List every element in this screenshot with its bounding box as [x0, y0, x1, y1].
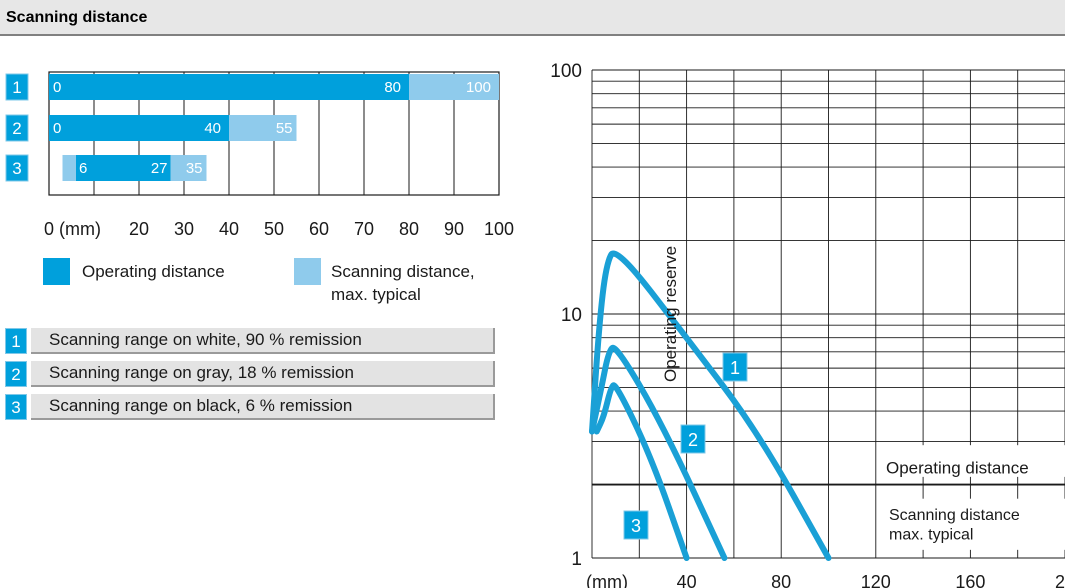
scanning-bar-2: [229, 115, 297, 141]
bar-tick-label: 50: [264, 219, 284, 239]
operating-bar-3: [76, 155, 171, 181]
legend-label-scanning-2: max. typical: [331, 285, 421, 304]
line-y-tick-label: 1: [571, 549, 582, 570]
line-y-tick-label: 100: [550, 61, 582, 82]
curve-badge-2: [680, 424, 706, 454]
curve-badge-1: [722, 352, 748, 382]
bar-badge-label-1: 1: [12, 78, 21, 97]
bar-tick-label: 60: [309, 219, 329, 239]
bar-value-label: 35: [186, 160, 203, 177]
bar-value-label: 27: [151, 160, 168, 177]
legend-swatch-scanning: [294, 258, 321, 285]
line-y-tick-label: 10: [561, 305, 582, 326]
range-badge-1: 1: [5, 328, 27, 354]
range-legend-row-3: 3 Scanning range on black, 6 % remission: [5, 394, 495, 420]
bar-badge-2: [5, 114, 29, 142]
bar-value-label: 0: [53, 79, 61, 96]
legend-label-operating: Operating distance: [82, 262, 225, 281]
bar-tick-label: 90: [444, 219, 464, 239]
range-legend-row-2: 2 Scanning range on gray, 18 % remission: [5, 361, 495, 387]
bar-value-label: 55: [276, 120, 293, 137]
threshold-lower-label-2: max. typical: [889, 526, 973, 543]
bar-value-label: 80: [384, 79, 401, 96]
scanning-bar-1: [409, 74, 499, 100]
curve-badge-label-1: 1: [730, 358, 740, 378]
curve-series-2: [589, 344, 728, 561]
bar-tick-label: 80: [399, 219, 419, 239]
bar-badge-3: [5, 154, 29, 182]
operating-bar-2: [49, 115, 229, 141]
curve-badge-3: [623, 510, 649, 540]
bar-value-label: 0: [53, 120, 61, 137]
bar-tick-label: 70: [354, 219, 374, 239]
line-x-tick-label: 120: [861, 572, 891, 588]
bar-tick-label: 100: [484, 219, 514, 239]
bar-value-label: 3: [53, 160, 61, 177]
line-x-tick-label: 80: [771, 572, 791, 588]
curve-series-1: [589, 250, 832, 561]
bar-tick-label: 40: [219, 219, 239, 239]
threshold-upper-label: Operating distance: [886, 458, 1029, 477]
bar-tick-label: 30: [174, 219, 194, 239]
operating-reserve-chart: Operating distance Scanning distance max. …: [550, 61, 1065, 588]
threshold-upper-label-bg: [885, 445, 1065, 477]
line-y-axis-label: Operating reserve: [661, 246, 680, 382]
range-badge-3: 3: [5, 394, 27, 420]
line-x-tick-label: (mm): [586, 572, 628, 588]
bar-tick-label: 0 (mm): [44, 219, 101, 239]
section-title: Scanning distance: [6, 9, 148, 26]
range-label-1: Scanning range on white, 90 % remission: [31, 328, 495, 354]
bar-value-label: 40: [204, 120, 221, 137]
range-badge-2: 2: [5, 361, 27, 387]
range-label-2: Scanning range on gray, 18 % remission: [31, 361, 495, 387]
bar-badge-1: [5, 73, 29, 101]
section-header: Scanning distance: [0, 0, 1065, 36]
curve-badge-label-2: 2: [688, 430, 698, 450]
curve-badge-label-3: 3: [631, 516, 641, 536]
bar-badge-label-2: 2: [12, 119, 21, 138]
bar-badge-label-3: 3: [12, 159, 21, 178]
legend-swatch-operating: [43, 258, 70, 285]
operating-bar-1: [49, 74, 409, 100]
range-label-3: Scanning range on black, 6 % remission: [31, 394, 495, 420]
bar-tick-label: 20: [129, 219, 149, 239]
bar-value-label: 6: [79, 160, 87, 177]
curve-series-3: [593, 382, 690, 561]
bar-value-label: 100: [466, 79, 491, 96]
threshold-lower-label-1: Scanning distance: [889, 507, 1020, 524]
line-x-tick-label: 20: [1055, 572, 1065, 588]
range-legend-row-1: 1 Scanning range on white, 90 % remissio…: [5, 328, 495, 354]
line-x-tick-label: 40: [677, 572, 697, 588]
legend-label-scanning-1: Scanning distance,: [331, 262, 475, 281]
line-x-tick-label: 160: [955, 572, 985, 588]
threshold-lower-label-bg: [885, 498, 1065, 550]
